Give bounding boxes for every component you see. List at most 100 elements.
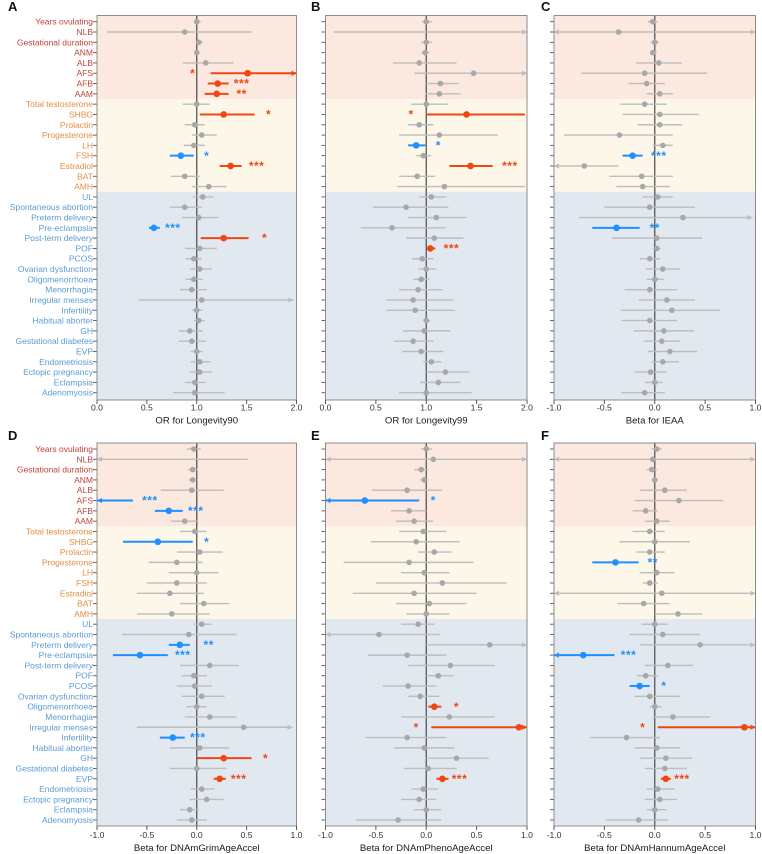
- row-label: Preterm delivery: [31, 640, 94, 650]
- significance-stars: **: [648, 555, 658, 569]
- point-estimate: [629, 152, 636, 159]
- point-estimate: [423, 39, 430, 46]
- point-estimate: [195, 317, 202, 324]
- point-estimate: [213, 90, 220, 98]
- point-estimate: [244, 69, 251, 77]
- row-label: SHBG: [69, 109, 93, 119]
- point-estimate: [640, 600, 647, 607]
- point-estimate: [410, 338, 416, 344]
- point-estimate: [418, 466, 425, 473]
- point-estimate: [433, 214, 440, 221]
- significance-stars: ***: [249, 159, 265, 173]
- point-estimate: [181, 518, 188, 524]
- ci-arrow-right: [522, 29, 527, 35]
- point-estimate: [181, 173, 188, 180]
- point-estimate: [439, 580, 446, 586]
- row-label: Ovarian dysfunction: [18, 691, 93, 701]
- point-estimate: [423, 266, 430, 272]
- point-estimate: [174, 559, 180, 566]
- row-label: Adenomyosis: [42, 388, 93, 398]
- row-label: Eclampsia: [54, 377, 93, 387]
- point-estimate: [649, 456, 656, 463]
- point-estimate: [646, 580, 653, 586]
- row-label: Gestational diabetes: [16, 336, 94, 346]
- row-label: FSH: [76, 151, 93, 161]
- point-estimate: [439, 775, 446, 783]
- row-label: GH: [80, 326, 93, 336]
- point-estimate: [423, 18, 430, 25]
- x-tick-label: 1.0: [291, 830, 303, 840]
- ci-arrow-right: [522, 70, 527, 76]
- point-estimate: [174, 580, 180, 586]
- point-estimate: [649, 18, 656, 25]
- row-label: Years ovulating: [35, 17, 93, 27]
- row-label: Irregular menses: [29, 295, 93, 305]
- x-tick-label: 2.0: [291, 403, 303, 413]
- point-estimate: [435, 672, 442, 679]
- point-estimate: [428, 194, 435, 200]
- point-estimate: [431, 549, 438, 555]
- point-estimate: [651, 703, 658, 710]
- point-estimate: [486, 642, 493, 648]
- point-estimate: [651, 379, 658, 386]
- panel-letter: D: [8, 428, 17, 443]
- x-tick-label: 1.5: [241, 403, 253, 413]
- significance-stars: **: [650, 221, 660, 235]
- row-label: Ectopic pregnancy: [23, 794, 94, 804]
- x-tick-label: 1.0: [750, 830, 762, 840]
- point-estimate: [406, 559, 412, 566]
- point-estimate: [423, 101, 430, 107]
- row-label: Spontaneous abortion: [10, 202, 93, 212]
- point-estimate: [423, 389, 430, 396]
- point-estimate: [189, 477, 196, 483]
- point-estimate: [193, 49, 200, 56]
- point-estimate: [428, 358, 435, 365]
- point-estimate: [181, 29, 188, 35]
- point-estimate: [656, 91, 663, 97]
- x-axis-title: Beta for DNAmGrimAgeAccel: [134, 843, 260, 854]
- panel-letter: F: [541, 428, 549, 443]
- point-estimate: [191, 121, 198, 128]
- ci-arrow-right: [291, 70, 297, 76]
- point-estimate: [670, 714, 676, 720]
- row-label: Progesterone: [42, 557, 93, 567]
- point-estimate: [415, 286, 421, 293]
- point-estimate: [680, 214, 686, 221]
- x-tick-label: 1.0: [420, 403, 432, 413]
- significance-stars: ***: [234, 77, 250, 91]
- row-label: Habitual aborter: [33, 316, 94, 326]
- ci-arrow-left: [97, 456, 102, 462]
- point-estimate: [202, 60, 209, 66]
- ci-arrow-right: [750, 29, 756, 35]
- point-estimate: [206, 662, 213, 669]
- point-estimate: [623, 734, 630, 741]
- point-estimate: [515, 723, 523, 731]
- point-estimate: [198, 693, 205, 700]
- point-estimate: [661, 328, 667, 334]
- point-estimate: [216, 775, 223, 783]
- row-label: Gestational diabetes: [16, 763, 94, 773]
- row-label: BAT: [77, 599, 93, 609]
- point-estimate: [193, 101, 200, 107]
- point-estimate: [177, 152, 185, 159]
- row-label: NLB: [76, 454, 93, 464]
- point-estimate: [441, 183, 448, 190]
- x-tick-label: 0.0: [191, 830, 203, 840]
- point-estimate: [203, 796, 210, 803]
- row-label: UL: [82, 192, 93, 202]
- ci-arrow-right: [522, 456, 527, 462]
- significance-stars: *: [190, 66, 195, 80]
- row-label: Prolactin: [60, 120, 93, 130]
- point-estimate: [190, 672, 197, 679]
- x-axis-title: Beta for DNAmPhenoAgeAccel: [360, 843, 493, 854]
- significance-stars: ***: [175, 648, 191, 662]
- point-estimate: [411, 590, 417, 597]
- point-estimate: [196, 549, 203, 555]
- point-estimate: [431, 703, 438, 710]
- point-estimate: [447, 662, 454, 669]
- row-label: Estradiol: [60, 161, 93, 171]
- row-label: AFB: [76, 506, 93, 516]
- point-estimate: [431, 235, 438, 241]
